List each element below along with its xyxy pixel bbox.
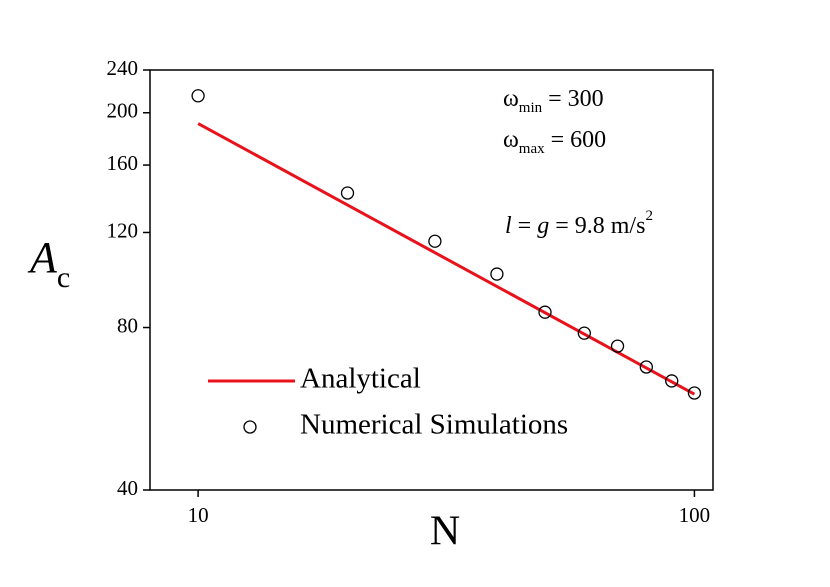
x-axis-label: N	[430, 509, 460, 555]
y-axis-label: Ac	[27, 233, 70, 294]
data-point	[191, 89, 205, 103]
annotation: l = g = 9.8 m/s2	[505, 208, 653, 238]
annotation-part: g	[537, 213, 549, 239]
legend-label: Numerical Simulations	[300, 409, 568, 441]
annotation-part: ω	[503, 86, 519, 112]
data-point	[577, 326, 591, 340]
annotation-part: = 300	[542, 86, 604, 112]
x-tick-label: 10	[188, 503, 209, 527]
annotation: ωmin = 300	[503, 86, 604, 117]
y-axis-label-sub: c	[57, 261, 70, 294]
data-point	[610, 339, 625, 353]
legend-label: Analytical	[300, 363, 421, 395]
plot-frame	[149, 69, 714, 491]
annotation-part: = 9.8 m/s	[549, 213, 645, 239]
data-point	[538, 305, 552, 319]
analytical-line	[197, 122, 696, 396]
annotation-part: =	[512, 213, 538, 239]
y-tick-label: 200	[107, 99, 139, 123]
x-tick-label: 100	[679, 503, 711, 527]
y-tick-label: 80	[117, 313, 138, 337]
data-point	[428, 234, 442, 248]
y-tick-label: 160	[107, 151, 139, 175]
data-point	[490, 267, 504, 281]
annotation: ωmax = 600	[503, 127, 606, 158]
annotation-part: ω	[503, 127, 519, 153]
annotation-part: = 600	[545, 127, 607, 153]
data-point	[639, 360, 653, 374]
legend-marker	[243, 420, 257, 434]
annotation-part: min	[519, 100, 543, 116]
y-tick-label: 40	[117, 476, 138, 500]
y-tick-label: 120	[107, 218, 139, 242]
data-point	[340, 186, 355, 200]
annotation-part: 2	[645, 208, 653, 224]
y-tick-label: 240	[107, 56, 139, 80]
annotation-part: l	[505, 213, 512, 239]
annotation-part: max	[519, 141, 545, 157]
y-axis-label-main: A	[27, 233, 58, 282]
data-point	[687, 386, 702, 400]
data-point	[665, 374, 679, 388]
